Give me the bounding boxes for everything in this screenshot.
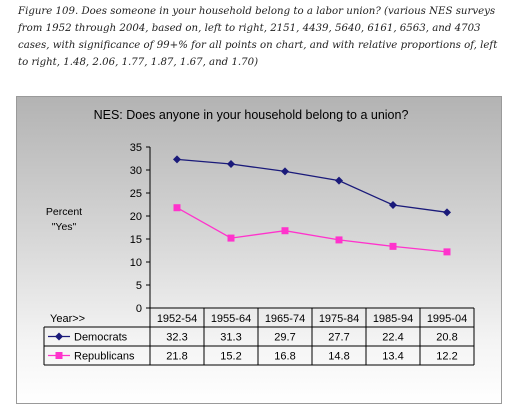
data-point-republicans (227, 234, 235, 242)
data-label-republicans: 15.2 (220, 351, 241, 363)
y-tick-label: 10 (130, 257, 142, 269)
table-header-label: Year>> (50, 313, 85, 325)
y-tick-label: 20 (130, 211, 142, 223)
data-point-democrats (173, 155, 181, 164)
y-tick-label: 25 (130, 188, 142, 200)
data-label-republicans: 12.2 (436, 351, 457, 363)
data-point-republicans (281, 227, 289, 235)
x-category-label: 1995-04 (427, 313, 467, 325)
data-point-democrats (227, 160, 235, 169)
data-label-democrats: 31.3 (220, 332, 241, 344)
series-line-democrats (176, 158, 448, 213)
x-category-label: 1985-94 (373, 313, 413, 325)
y-axis-label-line2: "Yes" (51, 221, 77, 233)
data-label-democrats: 32.3 (166, 332, 187, 344)
series-line-republicans (176, 207, 448, 253)
legend-label-republicans: Republicans (74, 351, 135, 363)
data-label-republicans: 14.8 (328, 351, 349, 363)
x-category-label: 1952-54 (157, 313, 197, 325)
data-label-republicans: 21.8 (166, 351, 187, 363)
x-category-label: 1955-64 (211, 313, 251, 325)
chart-title: NES: Does anyone in your household belon… (94, 108, 409, 122)
data-point-republicans (173, 204, 181, 212)
data-point-republicans (389, 242, 397, 250)
data-label-democrats: 27.7 (328, 332, 349, 344)
legend-swatch-marker-republicans (55, 352, 63, 359)
chart-frame (16, 96, 502, 404)
y-axis-label-line1: Percent (45, 206, 83, 218)
y-tick-label: 0 (136, 303, 142, 315)
data-label-democrats: 29.7 (274, 332, 295, 344)
data-label-democrats: 22.4 (382, 332, 403, 344)
data-label-republicans: 16.8 (274, 351, 295, 363)
data-point-democrats (281, 167, 289, 176)
data-point-republicans (335, 236, 343, 244)
y-tick-label: 15 (130, 234, 142, 246)
y-tick-label: 35 (130, 142, 142, 154)
figure-caption: Figure 109. Does someone in your househo… (18, 6, 498, 68)
data-point-democrats (389, 200, 397, 209)
legend-label-democrats: Democrats (74, 332, 128, 344)
legend-swatch-marker-democrats (55, 332, 63, 341)
data-point-republicans (443, 248, 451, 256)
data-label-democrats: 20.8 (436, 332, 457, 344)
x-category-label: 1975-84 (319, 313, 359, 325)
y-tick-label: 30 (130, 165, 142, 177)
x-category-label: 1965-74 (265, 313, 305, 325)
y-tick-label: 5 (136, 280, 142, 292)
data-point-democrats (335, 176, 343, 185)
data-label-republicans: 13.4 (382, 351, 403, 363)
data-point-democrats (443, 208, 451, 217)
